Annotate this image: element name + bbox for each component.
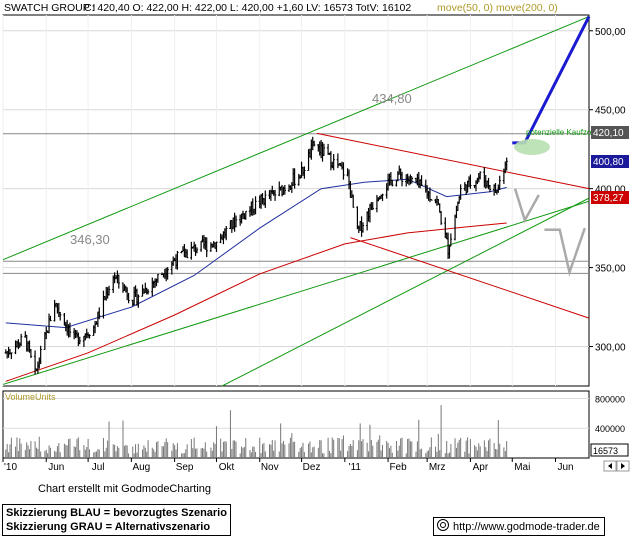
volume-grid: 800000 400000 — [3, 394, 625, 434]
scenario-legend: Skizzierung BLAU = bevorzugtes Szenario … — [2, 504, 231, 536]
y-axis: 500,00 450,00 400,00 350,00 300,00 — [589, 27, 626, 354]
channel-lower-line — [2, 200, 590, 385]
channel-upper-line — [2, 16, 590, 261]
x-tick-label: Mai — [514, 462, 530, 473]
support-line — [221, 197, 590, 387]
globe-icon — [437, 519, 449, 531]
scenario-legend-grey: Skizzierung GRAU = Alternativszenario — [6, 521, 211, 533]
price-tag-ma50-text: 400,80 — [593, 157, 624, 168]
y-tick-label: 350,00 — [595, 264, 626, 275]
volume-panel-label: VolumeUnits — [5, 392, 56, 402]
x-tick-label: Jun — [48, 462, 64, 473]
volume-tick-label: 800000 — [595, 394, 625, 404]
volume-tick-label: 400000 — [595, 424, 625, 434]
scenario-legend-blue: Skizzierung BLAU = bevorzugtes Szenario — [6, 507, 227, 519]
volume-last-tag-text: 16573 — [593, 446, 618, 456]
level-label-upper: 434,80 — [372, 91, 412, 106]
preferred-scenario-path — [512, 15, 591, 145]
x-tick-label: Sep — [176, 462, 194, 473]
buy-zone-annotation: potenzielle Kaufzone — [526, 128, 601, 137]
down-trend-line — [350, 237, 590, 319]
price-tag-last — [591, 126, 629, 139]
x-tick-label: Feb — [389, 462, 407, 473]
x-tick-label: Apr — [473, 462, 489, 473]
buy-zone-marker — [514, 139, 550, 155]
header-symbol: SWATCH GROUP I — [4, 2, 95, 14]
x-tick-label: Jul — [92, 462, 105, 473]
ma200-line — [5, 222, 507, 382]
x-axis: '10 Jun Jul Aug Sep Okt Nov Dez '11 Feb Mrz Apr Mai J… — [2, 458, 574, 473]
scroll-right-icon[interactable] — [621, 463, 625, 469]
buy-zone-annotation-text: potenzielle Kaufzone — [526, 128, 601, 137]
price-tag-ma50 — [591, 155, 629, 168]
header-indicators: move(50, 0) move(200, 0) — [437, 2, 558, 14]
x-tick-label: Dez — [303, 462, 321, 473]
x-tick-label: Okt — [219, 462, 235, 473]
scroll-left-icon[interactable] — [608, 463, 612, 469]
scroll-arrows[interactable] — [603, 460, 630, 472]
website-link-text[interactable]: http://www.godmode-trader.de — [453, 521, 600, 533]
x-tick-label: '10 — [4, 462, 17, 473]
x-tick-label: Jun — [557, 462, 573, 473]
x-tick-label: Mrz — [429, 462, 446, 473]
y-tick-label: 300,00 — [595, 343, 626, 354]
level-label-lower: 346,30 — [70, 232, 110, 247]
x-tick-label: Nov — [261, 462, 279, 473]
y-tick-label: 400,00 — [595, 185, 626, 196]
y-tick-label: 450,00 — [595, 106, 626, 117]
price-panel-frame — [2, 14, 590, 387]
price-bars — [4, 136, 508, 375]
header-quote: C: 420,40 O: 422,00 H: 422,00 L: 420,00 … — [84, 2, 411, 14]
alternative-scenario-path — [544, 227, 586, 277]
volume-bars — [5, 405, 508, 458]
volume-panel-frame — [2, 390, 590, 459]
y-tick-label: 500,00 — [595, 27, 626, 38]
resistance-line — [316, 132, 590, 190]
x-tick-label: '11 — [349, 462, 362, 473]
price-grid — [2, 15, 589, 386]
x-tick-label: Aug — [132, 462, 150, 473]
price-tag-ma200 — [591, 191, 629, 204]
moving-averages — [5, 178, 507, 382]
website-link[interactable]: http://www.godmode-trader.de — [433, 517, 605, 536]
price-tag-ma200-text: 378,27 — [593, 193, 624, 204]
trendlines — [2, 16, 590, 387]
price-tag-last-text: 420,10 — [593, 128, 624, 139]
alternative-scenario-path — [513, 188, 540, 224]
chart-credit: Chart erstellt mit GodmodeCharting — [38, 483, 212, 495]
volume-last-tag — [590, 443, 629, 457]
